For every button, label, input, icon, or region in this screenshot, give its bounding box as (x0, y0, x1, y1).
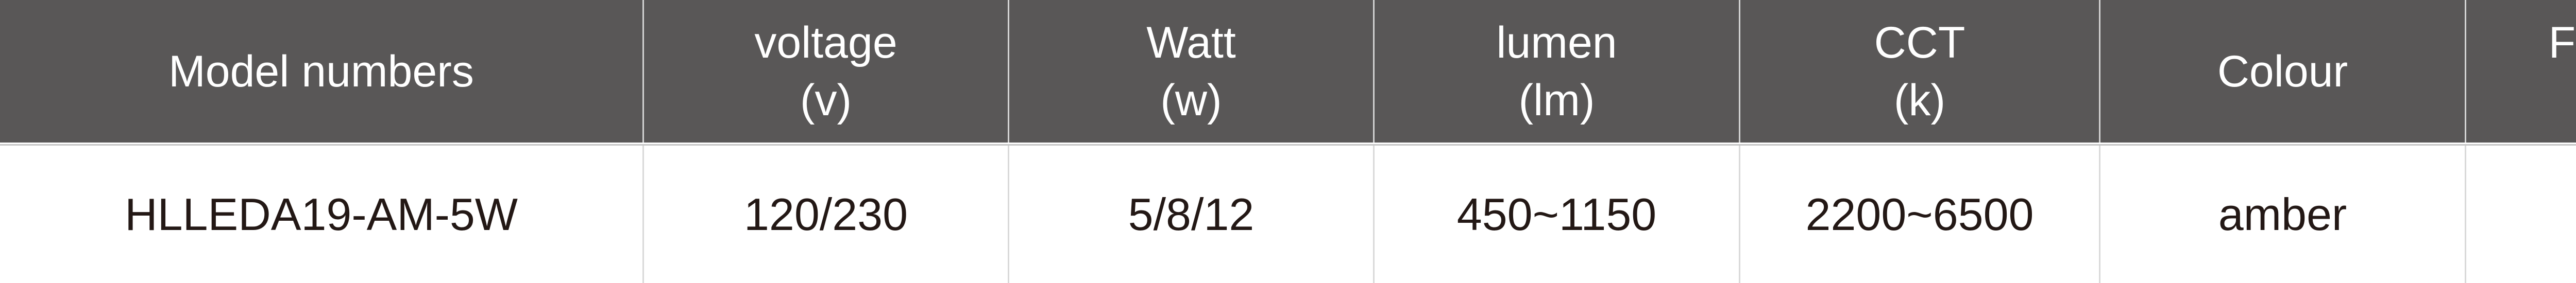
cell-watt: 5/8/12 (1009, 146, 1375, 283)
header-label: Colour (2217, 46, 2348, 96)
cell-colour: amber (2100, 146, 2466, 283)
cell-cct: 2200~6500 (1740, 146, 2100, 283)
header-label: lumen (1496, 17, 1617, 67)
header-label: Model numbers (168, 46, 474, 96)
header-label: Filaments (2548, 17, 2576, 67)
cell-voltage: 120/230 (644, 146, 1009, 283)
header-cell-cct: CCT (k) (1740, 0, 2100, 143)
header-separator-gap (0, 143, 2576, 144)
cell-model-number: HLLEDA19-AM-5W (0, 146, 644, 283)
table-row: HLLEDA19-AM-5W 120/230 5/8/12 450~1150 2… (0, 146, 2576, 283)
header-label-line2: (k) (1893, 75, 1946, 125)
header-cell-watt: Watt (w) (1009, 0, 1375, 143)
header-cell-filaments-count: Filaments Count (2466, 0, 2576, 143)
header-separator-line (0, 144, 2576, 146)
header-cell-colour: Colour (2100, 0, 2466, 143)
cell-lumen: 450~1150 (1375, 146, 1740, 283)
header-label: CCT (1874, 17, 1965, 67)
cell-filaments-count: 4 (2466, 146, 2576, 283)
header-cell-voltage: voltage (v) (644, 0, 1009, 143)
header-label: voltage (754, 17, 897, 67)
table-header-row: Model numbers voltage (v) Watt (w) lumen… (0, 0, 2576, 143)
header-label: Watt (1146, 17, 1236, 67)
header-label-line2: (lm) (1518, 75, 1595, 125)
header-cell-lumen: lumen (lm) (1375, 0, 1740, 143)
header-cell-model-numbers: Model numbers (0, 0, 644, 143)
header-label-line2: (w) (1160, 75, 1222, 125)
header-label-line2: (v) (800, 75, 852, 125)
